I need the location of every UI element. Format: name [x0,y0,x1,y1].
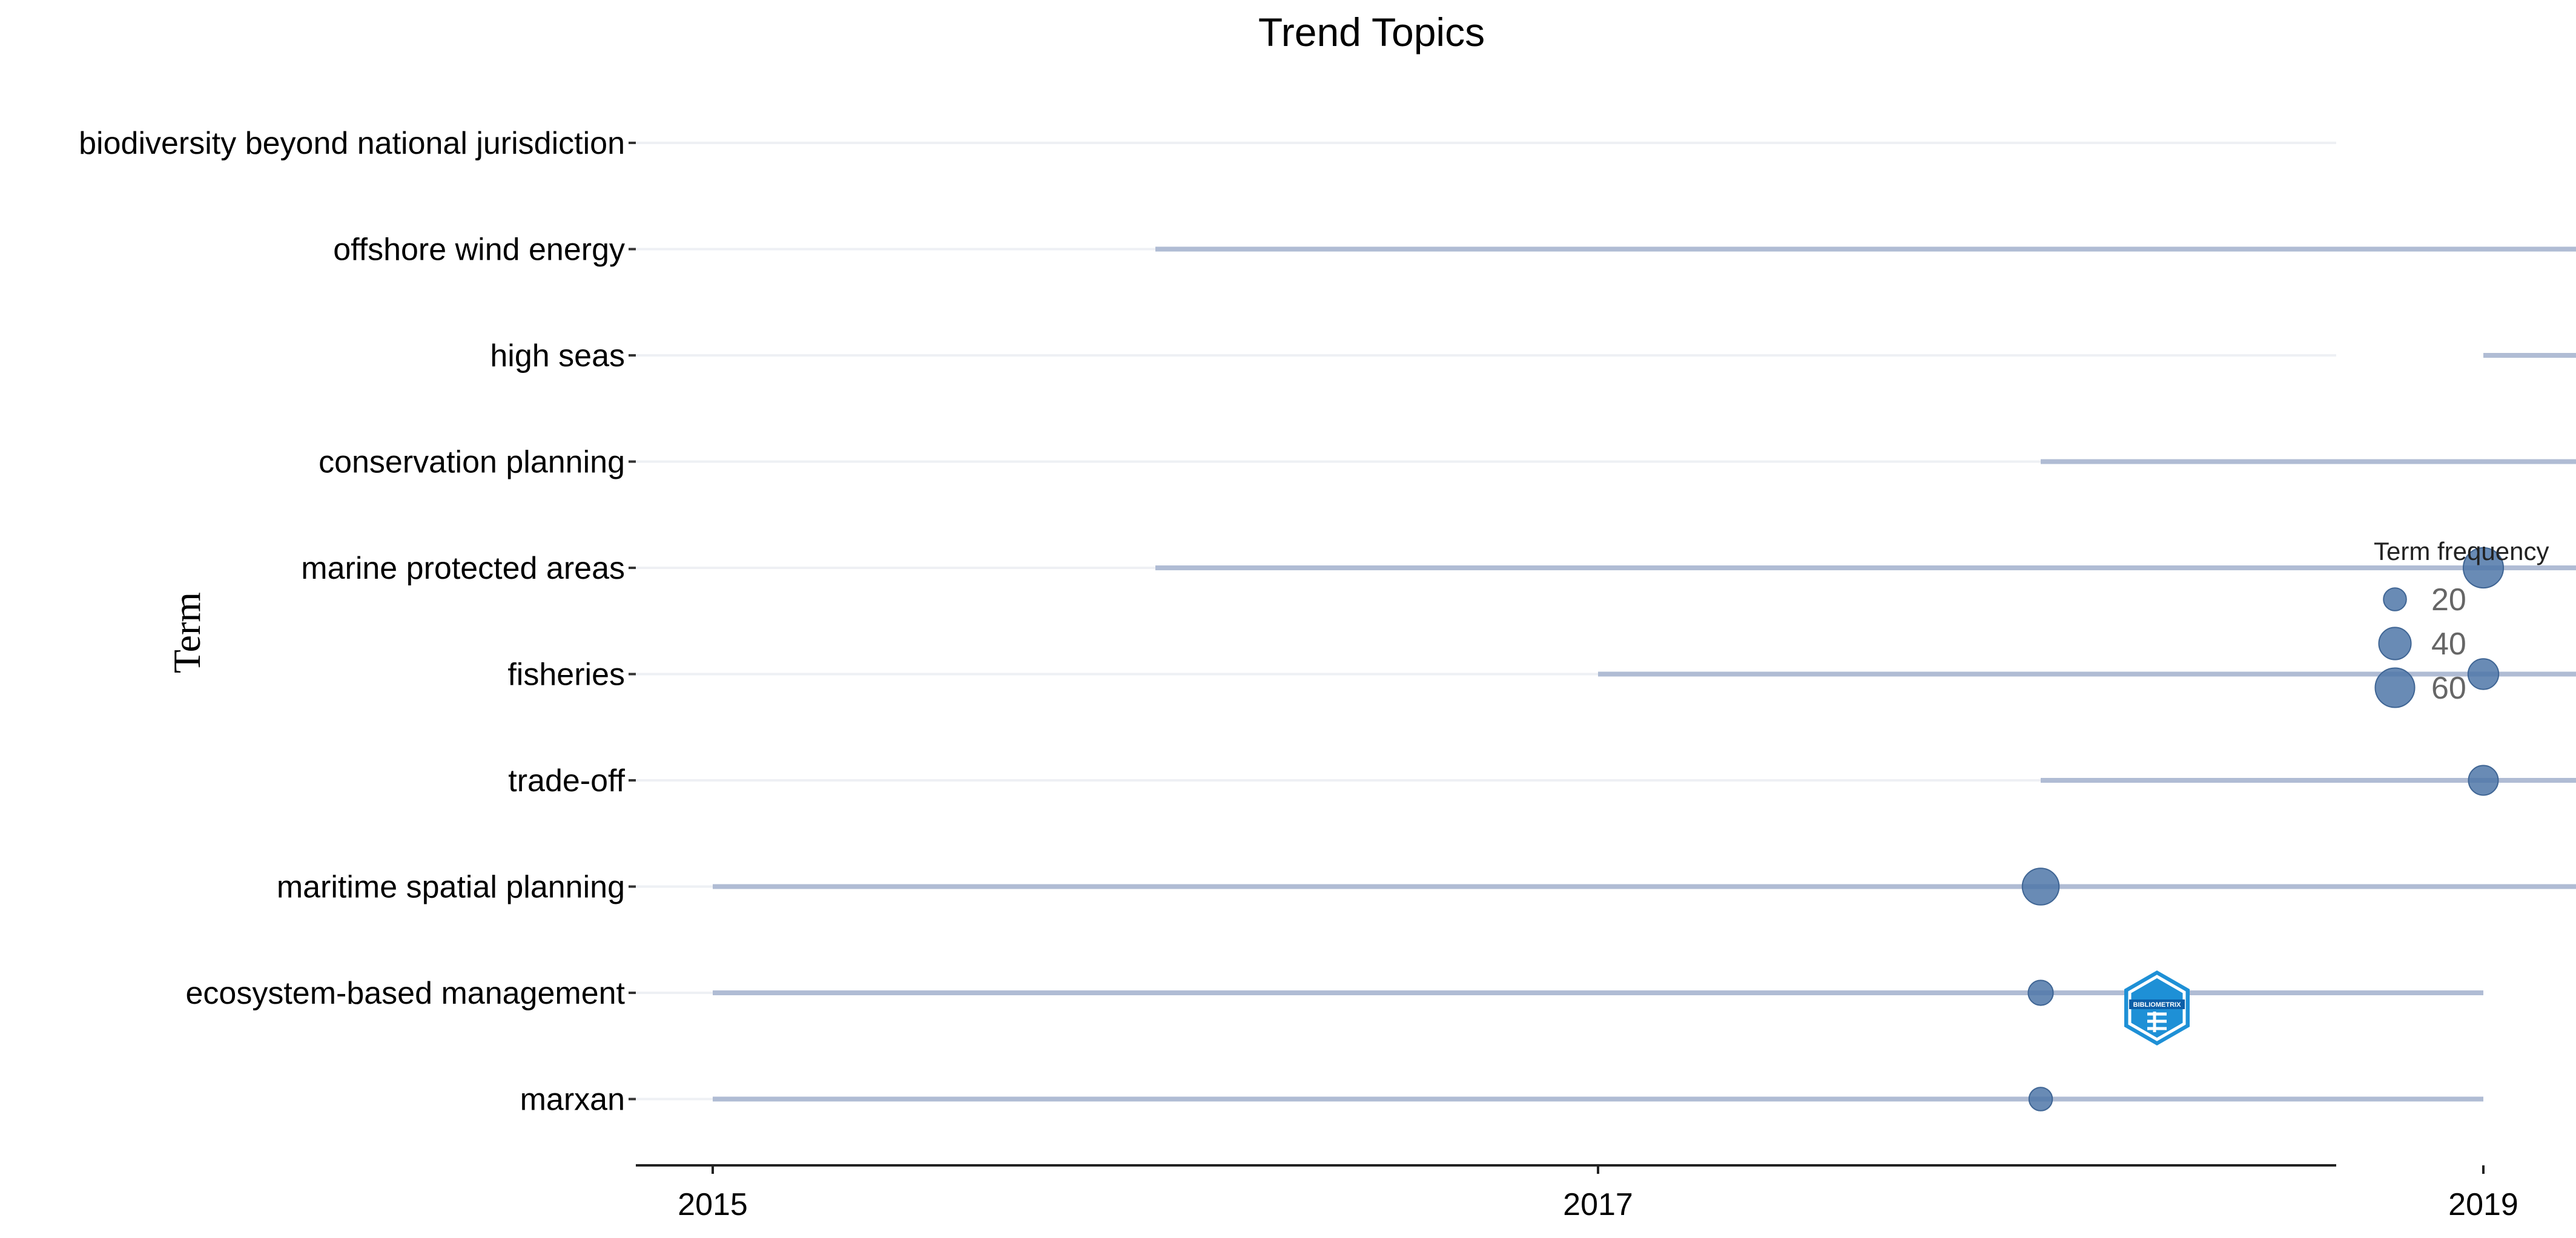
legend-size-point [2383,587,2407,611]
y-axis-label: Term [165,592,208,673]
x-tick-label: 2015 [678,1187,748,1222]
legend-size-label: 40 [2431,627,2466,662]
legend-title: Term frequency [2374,537,2549,565]
x-tick-label: 2017 [1563,1187,1633,1222]
grid-lines [636,142,2336,1101]
chart-title: Trend Topics [1258,10,1485,54]
legend-size-label: 20 [2431,582,2466,617]
term-label: fisheries [507,657,625,693]
legend: Term frequency 20 40 60 [2374,537,2549,708]
term-labels: biodiversity beyond national jurisdictio… [79,126,636,1118]
legend-size-point [2378,627,2412,660]
legend-size-label: 60 [2431,671,2466,706]
term-label: conservation planning [319,445,625,480]
term-label: trade-off [508,763,625,798]
term-point [2467,658,2500,690]
term-label: ecosystem-based management [186,976,626,1011]
term-point [2027,980,2054,1006]
term-point [2468,765,2499,796]
bibliometrix-logo-icon: BIBLIOMETRIX [2124,970,2190,1045]
term-point [2028,1087,2053,1111]
term-label: biodiversity beyond national jurisdictio… [79,126,625,161]
term-label: marine protected areas [301,551,625,586]
term-ranges [713,246,2576,1102]
legend-size-point [2374,667,2416,708]
term-label: offshore wind energy [333,232,625,268]
x-tick-label: 2019 [2448,1187,2518,1222]
x-axis: 2015201720192021 [636,1164,2518,1222]
svg-text:BIBLIOMETRIX: BIBLIOMETRIX [2133,1001,2181,1009]
term-label: high seas [490,338,625,374]
term-point [2462,547,2505,589]
term-point [2021,868,2060,906]
term-label: marxan [520,1082,625,1118]
term-label: maritime spatial planning [277,870,625,905]
term-points [2021,547,2505,1111]
